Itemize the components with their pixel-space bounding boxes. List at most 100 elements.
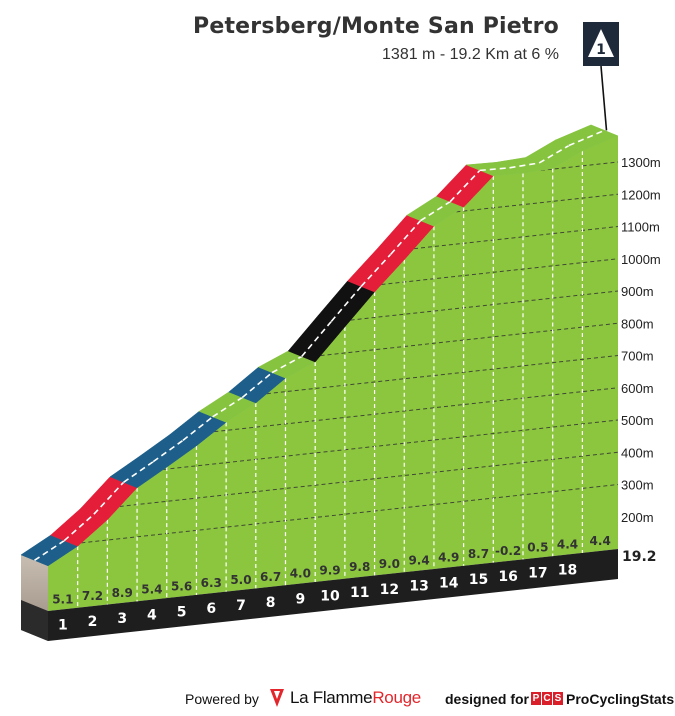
km-marker-label: 14 (439, 575, 459, 591)
altitude-tick-label: 1200m (621, 187, 661, 202)
gradient-label: 4.4 (557, 537, 578, 551)
summit-marker: 1 (583, 22, 619, 131)
road-centre-line (479, 167, 510, 172)
profile-area (48, 135, 618, 611)
gradient-label: 6.3 (201, 576, 222, 590)
chart-subtitle: 1381 m - 19.2 Km at 6 % (382, 46, 559, 63)
altitude-tick-label: 1100m (621, 220, 660, 235)
altitude-tick-label: 500m (621, 413, 654, 428)
km-marker-label: 2 (88, 614, 98, 630)
gradient-label: 0.5 (527, 541, 548, 555)
altitude-tick-label: 600m (621, 381, 654, 396)
footer: Powered by La FlammeRouge designed for P… (0, 686, 675, 716)
altitude-tick-label: 1300m (621, 155, 661, 170)
gradient-label: 9.9 (319, 563, 340, 577)
road-centre-line (93, 481, 125, 515)
total-distance-label: 19.2 (622, 549, 657, 565)
pcs-logo-letter: C (542, 692, 552, 705)
road-centre-line (538, 144, 570, 164)
gradient-label: 9.8 (349, 560, 370, 574)
gradient-road-band (20, 124, 619, 567)
altitude-gridline (413, 226, 619, 250)
gradient-label: -0.2 (495, 544, 521, 558)
road-centre-line (568, 129, 605, 147)
brand-rouge: Rouge (372, 688, 421, 707)
altitude-gridline (214, 387, 619, 433)
km-marker-label: 13 (409, 579, 428, 595)
altitude-tick-label: 1000m (621, 252, 661, 267)
gradient-label: 4.0 (290, 567, 311, 581)
profile-fills (21, 135, 618, 641)
altitude-tick-label: 900m (621, 284, 654, 299)
gradient-label: 9.4 (408, 554, 429, 568)
km-marker-label: 9 (295, 592, 305, 608)
altitude-gridline (456, 193, 619, 213)
pcs-logo-letter: P (531, 692, 541, 705)
altitude-tick-label: 200m (621, 510, 654, 525)
km-band (48, 549, 618, 641)
road-centre-line (301, 320, 332, 358)
powered-by-label: Powered by (185, 691, 259, 707)
road-centre-line (330, 285, 362, 322)
km-marker-label: 1 (58, 617, 68, 633)
km-marker-label: 11 (350, 585, 369, 601)
category-triangle-icon (588, 29, 614, 57)
procyclingstats-link[interactable]: ProCyclingStats (566, 691, 675, 707)
road-centre-line (34, 540, 65, 562)
road-centre-line (152, 439, 184, 463)
road-centre-line (241, 372, 273, 399)
flamme-rouge-logo-icon (270, 689, 284, 707)
altitude-gridline (381, 258, 619, 285)
altitude-gridline (81, 484, 619, 544)
brand-la-flamme: La Flamme (290, 688, 373, 707)
road-centre-line (449, 169, 481, 203)
road-centre-line (420, 200, 451, 222)
km-marker-label: 17 (528, 566, 547, 582)
altitude-tick-label: 800m (621, 316, 654, 331)
road-centre-line (509, 162, 540, 169)
gridlines (77, 151, 619, 608)
gradient-label: 4.9 (438, 550, 459, 564)
gradient-label: 5.0 (230, 573, 251, 587)
km-marker-label: 15 (469, 572, 488, 588)
chart-labels: 5.1 7.2 8.9 5.4 5.6 6.3 5.0 6.7 4.0 9.9 9.8 9.0 9.4 4… (52, 155, 661, 633)
altitude-gridline (266, 355, 619, 395)
la-flamme-rouge-brand[interactable]: La FlammeRouge (290, 688, 421, 708)
road-centre-line (182, 416, 214, 441)
altitude-gridline (320, 322, 619, 357)
gradient-label: 9.0 (379, 557, 400, 571)
altitude-gridline (350, 290, 619, 321)
road-centre-line (212, 396, 243, 418)
gradient-label: 5.6 (171, 579, 192, 593)
altitude-gridline (163, 419, 619, 470)
km-band-side (21, 600, 48, 641)
km-marker-label: 7 (236, 598, 246, 614)
gradient-label: 4.4 (590, 534, 611, 548)
road-centre-line (63, 513, 95, 542)
road-centre-line (271, 355, 303, 374)
road-centre-line (390, 220, 422, 255)
km-marker-label: 3 (117, 611, 127, 627)
pcs-logo-icon: P C S (531, 692, 563, 705)
summit-pole (600, 65, 608, 131)
chart-title: Petersberg/Monte San Pietro (193, 14, 559, 39)
road-centre-line (123, 460, 154, 483)
km-marker-label: 4 (147, 608, 157, 624)
gradient-label: 8.9 (112, 586, 133, 600)
gradient-label: 5.1 (52, 592, 73, 606)
category-number: 1 (596, 42, 606, 58)
altitude-tick-label: 300m (621, 478, 654, 493)
gradient-label: 5.4 (141, 583, 162, 597)
km-marker-label: 10 (320, 588, 340, 604)
pcs-logo-letter: S (553, 692, 563, 705)
km-marker-label: 16 (498, 569, 517, 585)
altitude-tick-label: 400m (621, 445, 654, 460)
designed-for-label: designed for (445, 691, 530, 707)
km-marker-label: 8 (266, 595, 276, 611)
climb-profile-chart: 5.1 7.2 8.9 5.4 5.6 6.3 5.0 6.7 4.0 9.9 9.8 9.0 9.4 4… (20, 22, 661, 641)
altitude-gridline (540, 161, 619, 171)
gradient-label: 7.2 (82, 589, 103, 603)
km-marker-label: 5 (177, 604, 187, 620)
road-centre-line (360, 253, 392, 288)
gradient-label: 6.7 (260, 570, 281, 584)
